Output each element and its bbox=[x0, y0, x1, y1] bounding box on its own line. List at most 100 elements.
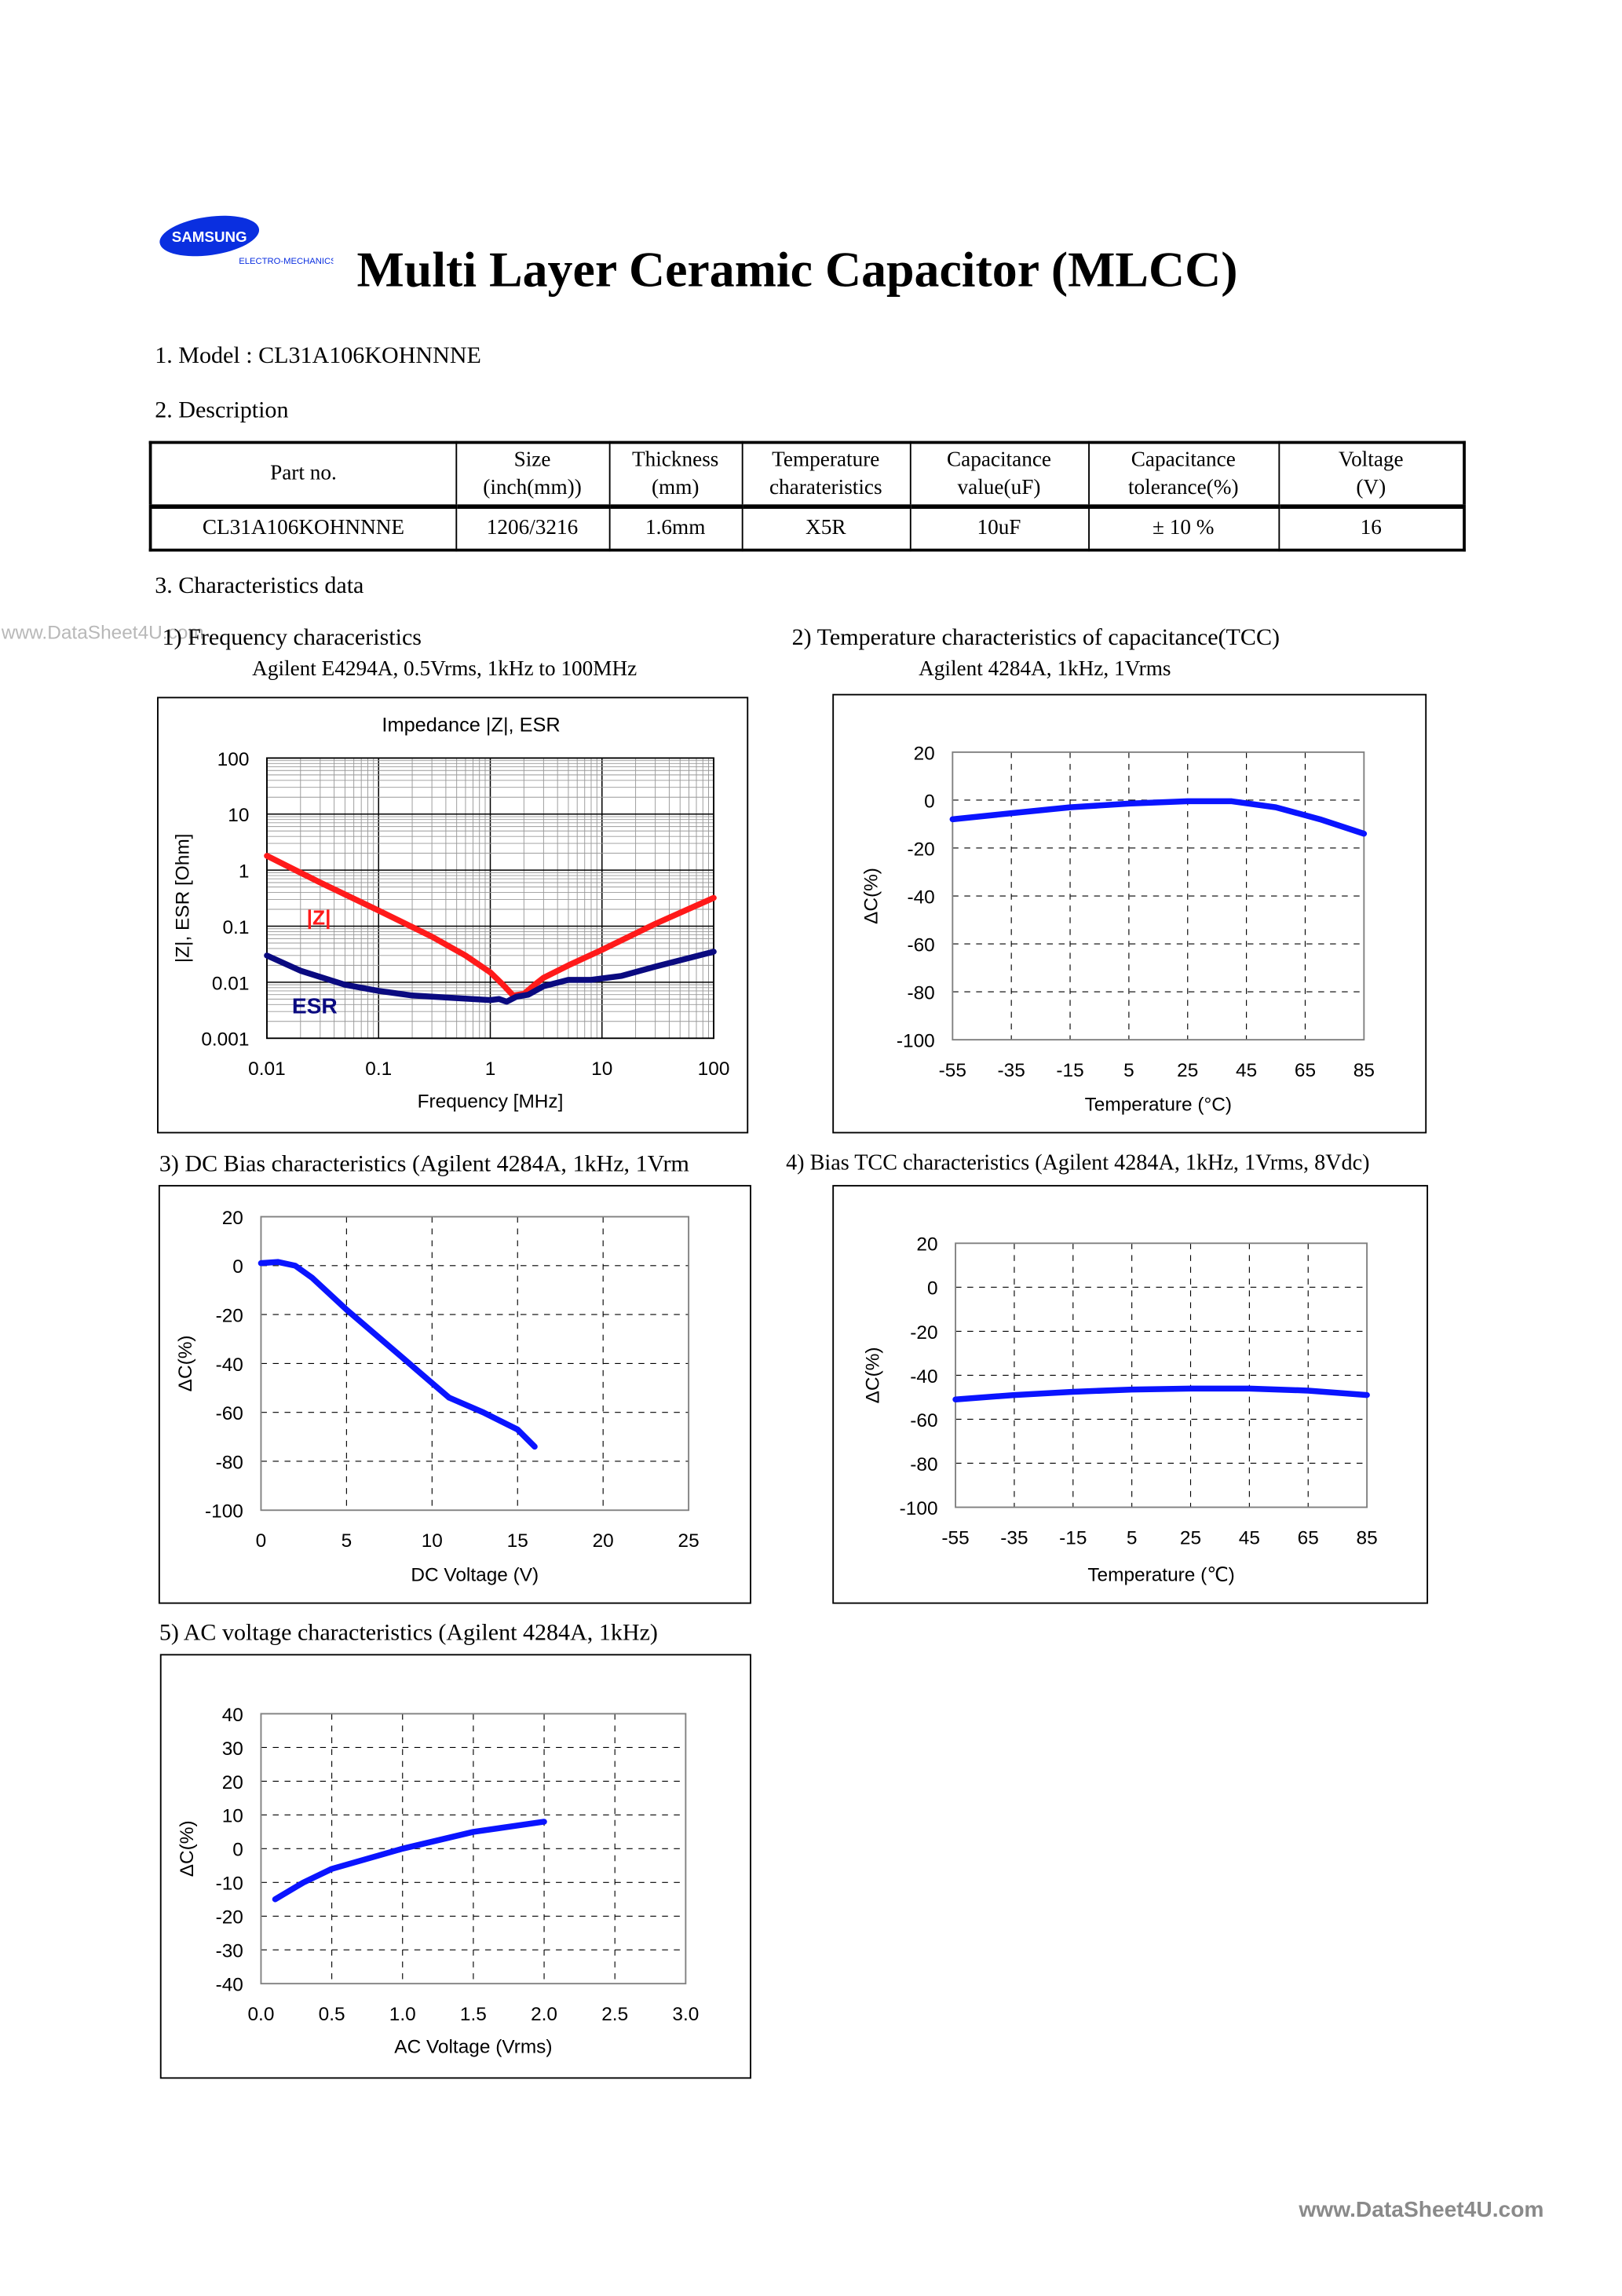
plot-area bbox=[952, 751, 1365, 1041]
x-tick-label: 1 bbox=[485, 1058, 496, 1080]
chart-1: 0.01 0.1 1 10 100 0.001 0.01 0.1 1 10 100 Frequency… bbox=[157, 696, 749, 1134]
section-2-title: 2) Temperature characteristics of capaci… bbox=[791, 625, 1280, 651]
y-tick-label: -10 bbox=[216, 1874, 243, 1895]
y-tick-label: -60 bbox=[910, 1410, 937, 1431]
y-tick-label: -20 bbox=[216, 1907, 243, 1929]
x-axis-label: AC Voltage (Vrms) bbox=[394, 2036, 552, 2057]
x-tick-label: 0.01 bbox=[248, 1058, 286, 1080]
chart-frame bbox=[832, 693, 1427, 1134]
x-tick-label: 0 bbox=[256, 1530, 267, 1552]
x-tick-label: 85 bbox=[1353, 1060, 1375, 1081]
x-axis-label: DC Voltage (V) bbox=[411, 1564, 539, 1585]
x-tick-label: 85 bbox=[1357, 1527, 1378, 1548]
y-tick-label: 0.1 bbox=[222, 917, 249, 938]
series-line bbox=[949, 798, 1368, 837]
y-tick-label: 10 bbox=[228, 805, 249, 826]
y-tick-label: 0.01 bbox=[212, 973, 250, 994]
y-tick-label: -40 bbox=[910, 1366, 937, 1387]
x-tick-label: 45 bbox=[1236, 1060, 1257, 1081]
plot-area bbox=[955, 1242, 1368, 1508]
x-tick-label: 5 bbox=[1127, 1527, 1138, 1548]
header-cell: Thickness (mm) bbox=[608, 441, 743, 509]
grid bbox=[261, 1216, 689, 1511]
y-tick-label: 0 bbox=[924, 791, 935, 812]
y-tick-label: 0 bbox=[927, 1278, 938, 1300]
x-axis-label: Temperature (°C) bbox=[1085, 1094, 1232, 1115]
chart-frame bbox=[159, 1654, 751, 2079]
x-tick-label: -55 bbox=[941, 1527, 969, 1548]
header-cell: Capacitance tolerance(%) bbox=[1087, 441, 1280, 509]
y-tick-label: 0 bbox=[232, 1256, 243, 1278]
description-heading: 2. Description bbox=[155, 398, 289, 424]
characteristics-heading: 3. Characteristics data bbox=[155, 573, 364, 599]
y-tick-label: -100 bbox=[900, 1498, 938, 1519]
x-tick-label: 1.5 bbox=[460, 2004, 487, 2025]
chart-title: Impedance |Z|, ESR bbox=[382, 715, 560, 737]
page-title: Multi Layer Ceramic Capacitor (MLCC) bbox=[356, 243, 1238, 298]
y-tick-label: 20 bbox=[914, 743, 935, 764]
x-tick-label: 2.0 bbox=[531, 2004, 557, 2025]
y-tick-label: -40 bbox=[907, 887, 934, 908]
x-tick-label: 25 bbox=[1177, 1060, 1198, 1081]
series-line-esr bbox=[264, 949, 717, 1005]
chart-3: 0 5 10 15 20 25 -100 -80 -60 -40 -20 0 20 DC Voltage … bbox=[158, 1185, 751, 1604]
x-tick-label: 2.5 bbox=[601, 2004, 628, 2025]
y-tick-label: 40 bbox=[222, 1705, 243, 1726]
model-line: 1. Model : CL31A106KOHNNNE bbox=[155, 343, 481, 369]
table-row: CL31A106KOHNNNE 1206/3216 1.6mm X5R 10uF… bbox=[149, 506, 1465, 551]
chart-5: 0.0 0.5 1.0 1.5 2.0 2.5 3.0 -40 -30 -20 -10 0 10 20 30… bbox=[159, 1654, 751, 2079]
y-tick-label: 0 bbox=[232, 1840, 243, 1861]
y-tick-label: -40 bbox=[216, 1975, 243, 1996]
svg-text:SAMSUNG: SAMSUNG bbox=[172, 229, 247, 245]
x-tick-label: 45 bbox=[1239, 1527, 1260, 1548]
header-cell: Part no. bbox=[149, 441, 457, 509]
cell-tolerance: ± 10 % bbox=[1087, 506, 1280, 551]
chart-4: -55 -35 -15 5 25 45 65 85 -100 -80 -60 -40 -20 0 20 Tem… bbox=[832, 1185, 1429, 1604]
section-2-subtitle: Agilent 4284A, 1kHz, 1Vrms bbox=[919, 657, 1171, 682]
x-tick-label: 3.0 bbox=[672, 2004, 699, 2025]
x-tick-label: 20 bbox=[593, 1530, 614, 1552]
cell-voltage: 16 bbox=[1277, 506, 1465, 551]
watermark: www.DataSheet4U.com bbox=[1, 620, 204, 643]
section-4-title: 4) Bias TCC characteristics (Agilent 428… bbox=[786, 1151, 1370, 1175]
cell-thickness: 1.6mm bbox=[608, 506, 743, 551]
x-axis-label: Temperature (℃) bbox=[1087, 1564, 1234, 1585]
x-tick-label: 65 bbox=[1298, 1527, 1319, 1548]
y-axis-label: ΔC(%) bbox=[861, 868, 882, 924]
x-tick-label: -35 bbox=[998, 1060, 1025, 1081]
y-tick-label: -20 bbox=[907, 839, 934, 860]
y-tick-label: 1 bbox=[239, 861, 250, 883]
y-tick-label: 20 bbox=[916, 1234, 937, 1256]
section-1-title: 1) Frequency characeristics bbox=[162, 625, 422, 651]
x-tick-label: 25 bbox=[1180, 1527, 1201, 1548]
chart-frame bbox=[157, 696, 749, 1134]
x-tick-label: 65 bbox=[1295, 1060, 1316, 1081]
y-tick-label: -40 bbox=[216, 1355, 243, 1376]
header-cell: Capacitance value(uF) bbox=[908, 441, 1090, 509]
legend-label-esr: ESR bbox=[292, 993, 338, 1018]
x-tick-label: 15 bbox=[507, 1530, 528, 1552]
section-5-title: 5) AC voltage characteristics (Agilent 4… bbox=[159, 1621, 658, 1647]
plot-area bbox=[260, 1713, 687, 1985]
x-tick-label: 100 bbox=[698, 1058, 730, 1080]
x-tick-label: 5 bbox=[1123, 1060, 1134, 1081]
y-axis-label: ΔC(%) bbox=[177, 1820, 198, 1877]
y-tick-label: 10 bbox=[222, 1806, 243, 1827]
x-tick-label: 10 bbox=[591, 1058, 612, 1080]
x-tick-label: 0.1 bbox=[365, 1058, 392, 1080]
chart-frame bbox=[158, 1185, 751, 1604]
y-tick-label: -20 bbox=[910, 1322, 937, 1344]
y-axis-label: ΔC(%) bbox=[862, 1347, 883, 1403]
y-tick-label: 0.001 bbox=[201, 1029, 249, 1051]
x-axis-label: Frequency [MHz] bbox=[418, 1091, 564, 1113]
y-tick-label: -100 bbox=[897, 1031, 935, 1052]
y-tick-label: -80 bbox=[907, 982, 934, 1004]
x-tick-label: -15 bbox=[1059, 1527, 1087, 1548]
chart-2: -55 -35 -15 5 25 45 65 85 -100 -80 -60 -40 -20 0 20 Tem… bbox=[832, 693, 1427, 1134]
section-3-title: 3) DC Bias characteristics (Agilent 4284… bbox=[159, 1151, 689, 1177]
legend-label-z: |Z| bbox=[307, 906, 331, 930]
x-tick-label: -55 bbox=[939, 1060, 966, 1081]
cell-part-no: CL31A106KOHNNNE bbox=[149, 506, 457, 551]
